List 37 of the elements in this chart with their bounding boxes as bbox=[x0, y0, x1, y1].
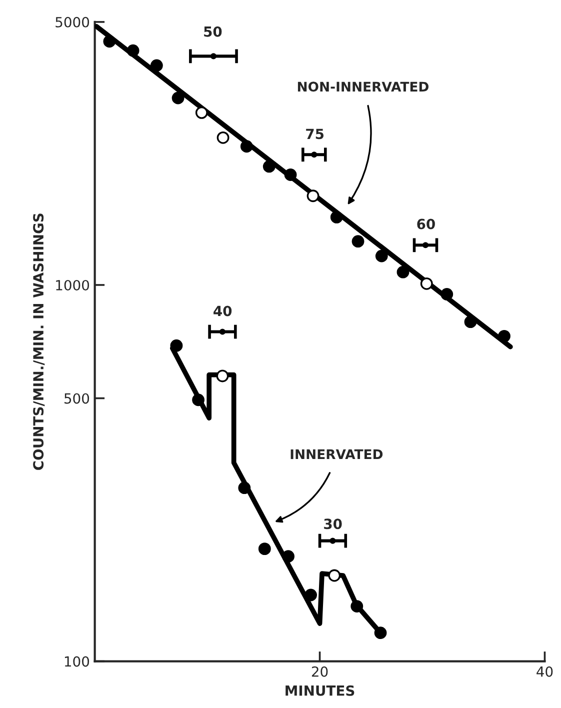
point bbox=[172, 92, 184, 104]
annotation: 40 bbox=[214, 306, 232, 316]
point bbox=[420, 277, 433, 290]
point bbox=[330, 538, 336, 544]
point bbox=[210, 53, 217, 60]
point bbox=[396, 266, 410, 278]
x-axis-title: MINUTES bbox=[286, 685, 354, 696]
x-tick-label: 20 bbox=[312, 666, 328, 677]
annotation: 75 bbox=[306, 128, 324, 140]
point bbox=[350, 600, 364, 612]
y-axis-title: COUNTS/MIN./MIN. IN WASHINGS bbox=[33, 214, 45, 470]
y-tick-label: 100 bbox=[64, 656, 90, 667]
point bbox=[374, 626, 387, 640]
point bbox=[170, 339, 183, 352]
annotation: 60 bbox=[417, 218, 435, 230]
point bbox=[195, 106, 208, 119]
annotation: 30 bbox=[324, 518, 342, 530]
point bbox=[216, 370, 229, 382]
point bbox=[375, 250, 388, 262]
point bbox=[216, 131, 230, 144]
point bbox=[328, 569, 341, 582]
y-tick-label: 1000 bbox=[56, 280, 90, 290]
point bbox=[311, 152, 318, 158]
point bbox=[238, 482, 251, 494]
point bbox=[352, 235, 364, 248]
point bbox=[258, 542, 271, 556]
y-tick-label: 5000 bbox=[56, 16, 90, 28]
annotation: INNERVATED bbox=[290, 449, 383, 460]
y-tick-label: 500 bbox=[64, 393, 90, 404]
point bbox=[304, 588, 317, 602]
point bbox=[306, 190, 320, 202]
point bbox=[282, 550, 294, 563]
annotation: 50 bbox=[204, 26, 222, 37]
point bbox=[219, 328, 226, 335]
point bbox=[422, 242, 429, 248]
annotation: NON-INNERVATED bbox=[298, 82, 428, 92]
point bbox=[192, 394, 205, 406]
